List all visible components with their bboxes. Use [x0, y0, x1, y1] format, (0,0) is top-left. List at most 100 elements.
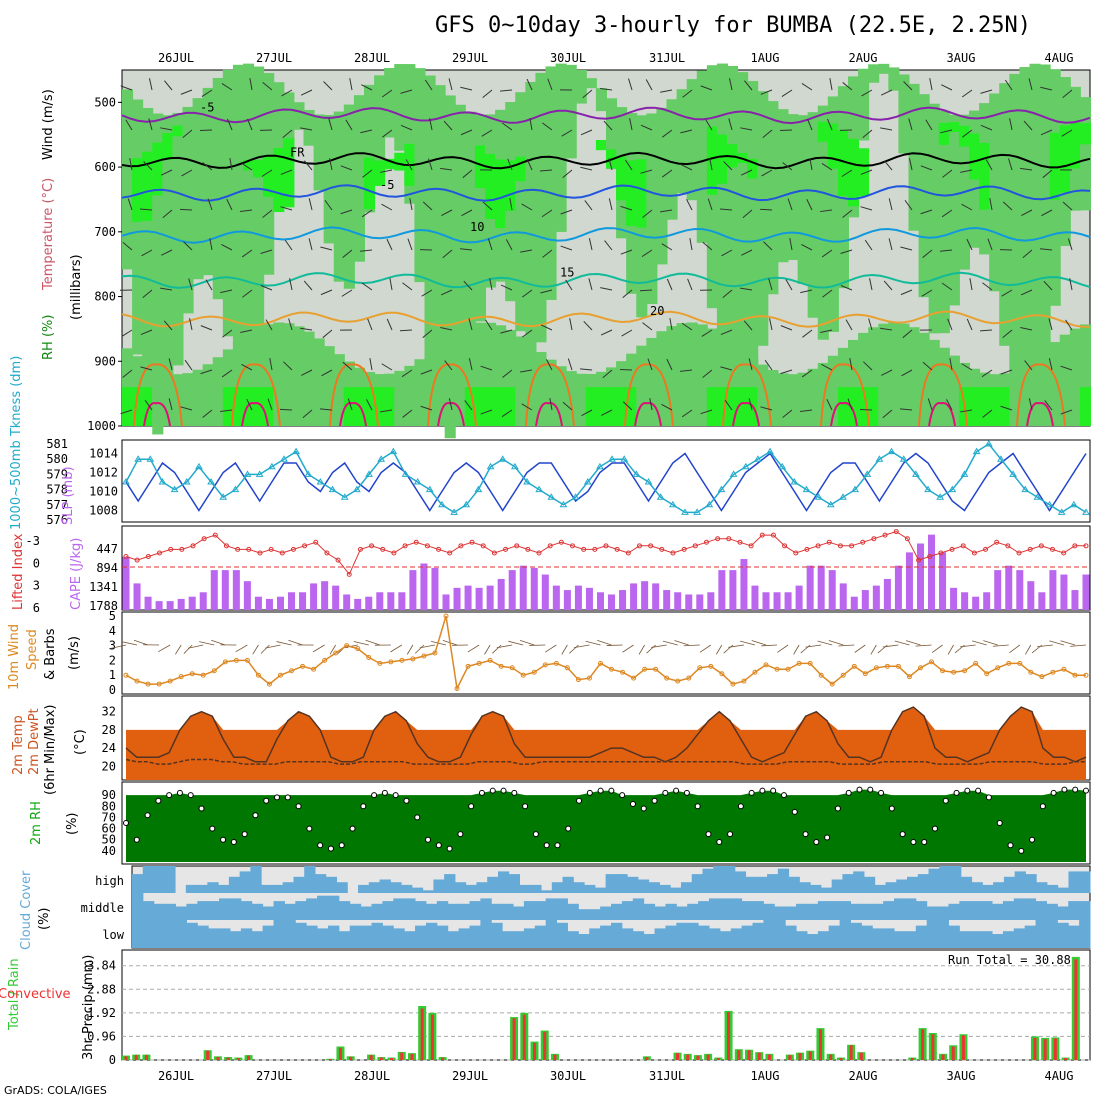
wind-barb	[242, 289, 253, 298]
cloud-cell	[142, 920, 155, 948]
rh-moist-cell	[253, 66, 265, 335]
rh-low-moist-cell	[848, 339, 860, 426]
cape-bar	[442, 594, 450, 610]
rh-point	[306, 825, 313, 832]
precip-convective-bar	[686, 1054, 690, 1060]
li-point	[402, 543, 408, 549]
cloud-cell	[850, 903, 862, 920]
rh-low-saturated-cell	[495, 387, 507, 426]
axis-tick-label: 0	[109, 683, 116, 697]
rh-saturated-cell	[364, 157, 376, 210]
rh-saturated-cell	[515, 156, 527, 182]
wind-barb	[1048, 318, 1053, 331]
cloud-cell	[648, 882, 660, 893]
thickness-point	[158, 478, 167, 485]
wind-barb	[700, 85, 713, 91]
wind-barb	[164, 80, 173, 91]
wind-barb	[261, 169, 273, 177]
wind-barb	[421, 289, 433, 297]
rh-point	[230, 838, 237, 845]
wind-barb	[360, 249, 373, 252]
wind-barb-10m	[662, 640, 678, 646]
wind-barb	[660, 89, 673, 93]
wind-barb	[402, 282, 413, 291]
rh-saturated-cell	[384, 158, 396, 170]
wind-barb-10m	[947, 644, 954, 655]
chart-title: GFS 0~10day 3-hourly for BUMBA (22.5E, 2…	[435, 13, 1031, 38]
wind-barb	[820, 209, 833, 213]
wind-barb	[308, 238, 313, 251]
wind-point	[917, 665, 923, 671]
wind-barb	[139, 208, 153, 211]
cloud-ylabel: Cloud Cover (%)	[19, 870, 52, 950]
rh-saturated-cell	[142, 151, 154, 221]
rh-low-moist-cell	[827, 355, 839, 426]
wind-barb	[941, 282, 953, 291]
wind-barb	[780, 325, 793, 331]
rh-low-saturated-cell	[505, 387, 517, 426]
cape-bar	[983, 592, 991, 610]
precip-convective-bar	[706, 1054, 710, 1060]
wind-barb-10m	[183, 644, 193, 654]
wind-barb	[284, 239, 293, 251]
wind-barb	[608, 158, 613, 171]
precip-convective-bar	[829, 1054, 833, 1060]
rh-moist-cell	[908, 83, 920, 231]
wind-barb	[400, 124, 413, 131]
wind-barb	[982, 409, 993, 418]
wind-barb-10m	[235, 644, 248, 653]
rh-point	[727, 831, 734, 838]
ylabel-wind: Wind (m/s)	[41, 89, 56, 160]
rh-point	[867, 786, 874, 793]
cloud-cell	[632, 898, 645, 920]
li-point	[469, 539, 475, 545]
rh-low-moist-cell	[646, 337, 658, 426]
wind-barb	[740, 127, 753, 131]
cloud-cell	[917, 874, 930, 893]
cape-bar	[939, 552, 947, 610]
wind-barb	[728, 118, 733, 131]
rh-moist-cell	[343, 104, 355, 289]
rh-moist-cell	[656, 107, 668, 265]
rh-low-moist-cell	[485, 322, 497, 426]
li-point	[212, 532, 218, 538]
wind-barb	[183, 241, 193, 251]
wind-barb	[422, 329, 433, 339]
wind-barb	[120, 409, 133, 415]
wind-barb	[603, 120, 613, 131]
cloud-cell	[874, 884, 886, 893]
li-point	[1050, 546, 1056, 552]
surface-contour	[1016, 363, 1066, 427]
rh-low-moist-cell	[908, 327, 920, 426]
cloud-cell	[756, 876, 768, 893]
slp-ylabel-right: SLP (mb)	[61, 466, 76, 525]
cloud-cell	[476, 882, 488, 893]
cloud-cell	[926, 906, 939, 920]
wind-barb	[361, 84, 373, 91]
cape-bar	[552, 585, 560, 610]
bottom-date-label: 29JUL	[452, 1069, 488, 1083]
rh-low-moist-cell	[394, 370, 406, 426]
rh-low-moist-cell	[868, 327, 880, 426]
rh-point	[155, 797, 162, 804]
wind-barb	[744, 80, 753, 91]
cloud-cell	[654, 928, 666, 948]
wind-barb	[542, 122, 553, 131]
wind-barb	[981, 369, 993, 378]
cloud-cell	[796, 903, 808, 920]
rh-saturated-cell	[243, 159, 255, 171]
wind-point	[984, 671, 990, 677]
wind-barb	[188, 278, 193, 291]
wind-barb	[588, 238, 593, 251]
wind-barb-10m	[674, 640, 689, 646]
wind-barb	[1061, 129, 1073, 137]
rh-moist-cell	[747, 80, 759, 397]
cape-bar	[376, 592, 384, 610]
rh-low-moist-cell	[535, 352, 547, 426]
thickness-point	[924, 485, 932, 493]
wind-barb	[802, 329, 813, 338]
top-date-label: 3AUG	[947, 51, 976, 65]
li-point	[268, 546, 274, 552]
wind-barb	[161, 249, 173, 256]
